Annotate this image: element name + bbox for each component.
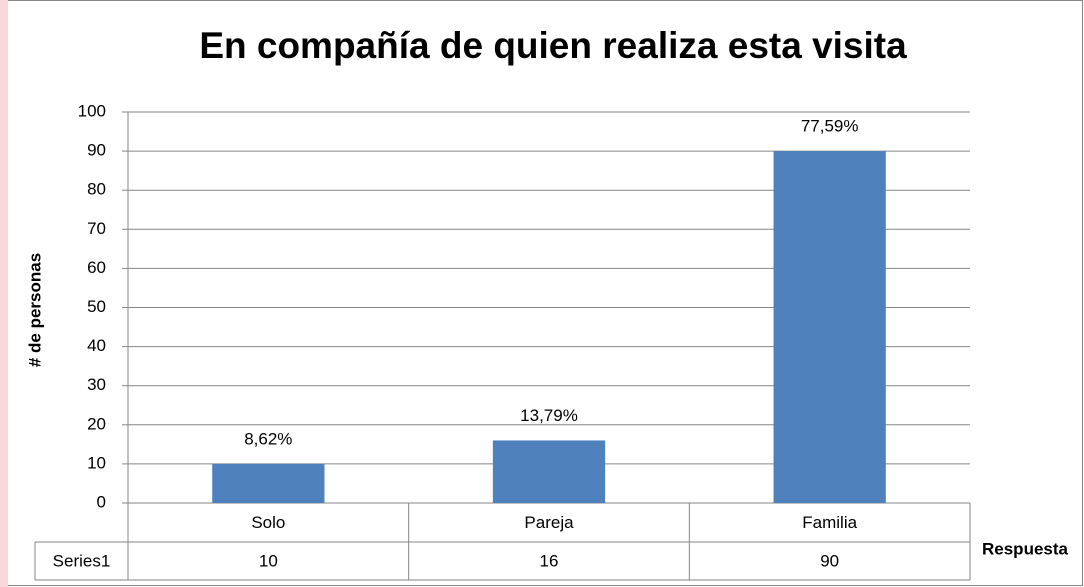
left-edge — [0, 0, 8, 587]
bar — [492, 440, 606, 503]
bar — [773, 151, 886, 503]
y-tick-label: 70 — [87, 219, 106, 238]
data-label: 77,59% — [801, 117, 859, 136]
y-tick-label: 100 — [78, 101, 106, 120]
data-label: 13,79% — [520, 406, 578, 425]
y-tick-label: 60 — [87, 258, 106, 277]
table-value: 90 — [820, 551, 839, 570]
x-axis-label: Respuesta — [982, 539, 1069, 558]
y-axis-label: # de personas — [25, 253, 44, 367]
data-label: 8,62% — [244, 429, 292, 448]
y-tick-label: 50 — [87, 297, 106, 316]
y-tick-label: 80 — [87, 180, 106, 199]
table-value: 10 — [259, 551, 278, 570]
chart-title: En compañía de quien realiza esta visita — [199, 25, 907, 66]
y-tick-label: 10 — [87, 453, 106, 472]
y-tick-label: 40 — [87, 336, 106, 355]
x-tick-label: Familia — [802, 513, 857, 532]
y-tick-label: 0 — [97, 492, 106, 511]
table-value: 16 — [540, 551, 559, 570]
x-tick-label: Solo — [251, 513, 285, 532]
y-tick-label: 20 — [87, 414, 106, 433]
y-tick-label: 90 — [87, 141, 106, 160]
bar — [212, 463, 325, 503]
x-tick-label: Pareja — [524, 513, 574, 532]
legend-entry: Series1 — [53, 551, 111, 570]
y-tick-label: 30 — [87, 375, 106, 394]
